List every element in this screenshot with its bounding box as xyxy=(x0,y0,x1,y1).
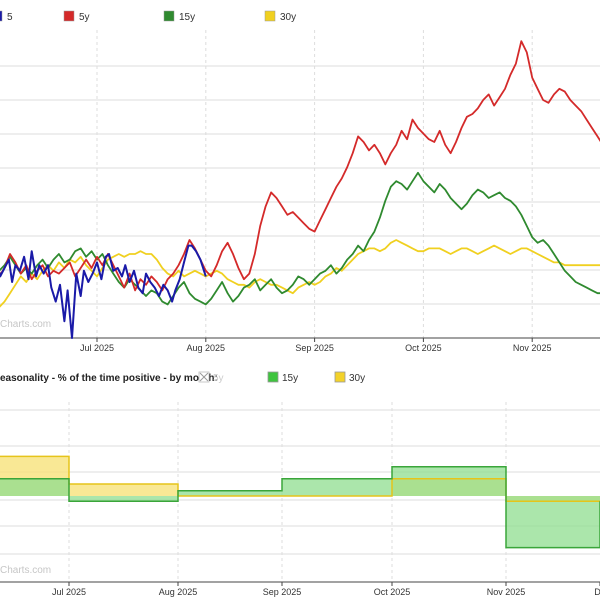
legend-label-y5: 5y xyxy=(79,12,90,23)
legend-label-y30: 30y xyxy=(349,373,365,384)
bottom-legend: 5y 15y 30y xyxy=(198,371,365,384)
bottom-x-label: Nov 2025 xyxy=(487,587,526,597)
top-x-label: Aug 2025 xyxy=(187,343,226,353)
bottom-x-label: Oct 2025 xyxy=(374,587,411,597)
legend-label-current: 5 xyxy=(7,12,13,23)
bottom-chart: easonality - % of the time positive - by… xyxy=(0,371,600,597)
step-line-15y xyxy=(0,466,600,549)
top-series-group xyxy=(0,40,600,339)
bottom-x-label: De xyxy=(594,587,600,597)
legend-swatch-current xyxy=(0,10,3,22)
series-line-5y xyxy=(0,40,600,292)
legend-label-y5: 5y xyxy=(213,373,224,384)
legend-label-y30: 30y xyxy=(280,12,296,23)
bottom-x-label: Jul 2025 xyxy=(52,587,86,597)
series-line-current xyxy=(0,244,207,339)
top-x-label: Jul 2025 xyxy=(80,343,114,353)
bottom-x-label: Aug 2025 xyxy=(159,587,198,597)
bottom-series-group xyxy=(0,455,600,549)
seasonality-title: easonality - % of the time positive - by… xyxy=(0,373,218,384)
bottom-watermark: Charts.com xyxy=(0,565,51,576)
legend-swatch-y5 xyxy=(63,10,75,22)
top-chart: 5 5y 15y 30y Charts.com Jul 2025 Aug 2025 Sep… xyxy=(0,10,600,353)
legend-label-y15: 15y xyxy=(282,373,298,384)
legend-swatch-y30 xyxy=(264,10,276,22)
series-line-30y xyxy=(0,239,600,308)
legend-swatch-y15 xyxy=(163,10,175,22)
top-x-label: Oct 2025 xyxy=(405,343,442,353)
top-watermark: Charts.com xyxy=(0,319,51,330)
legend-label-y15: 15y xyxy=(179,12,195,23)
legend-disabled-cross xyxy=(199,372,209,382)
top-x-axis-labels: Jul 2025 Aug 2025 Sep 2025 Oct 2025 Nov 2025… xyxy=(80,338,552,353)
area-fill-15y xyxy=(0,466,600,548)
top-x-label: Nov 2025 xyxy=(513,343,552,353)
bottom-x-axis-labels: Jul 2025 Aug 2025 Sep 2025 Oct 2025 Nov 2025… xyxy=(52,582,600,597)
top-x-label: Sep 2025 xyxy=(295,343,334,353)
legend-swatch-y30 xyxy=(334,371,346,383)
legend-swatch-y15 xyxy=(267,371,279,383)
top-legend: 5 5y 15y 30y xyxy=(0,10,296,23)
series-line-15y xyxy=(0,171,600,306)
bottom-x-label: Sep 2025 xyxy=(263,587,302,597)
